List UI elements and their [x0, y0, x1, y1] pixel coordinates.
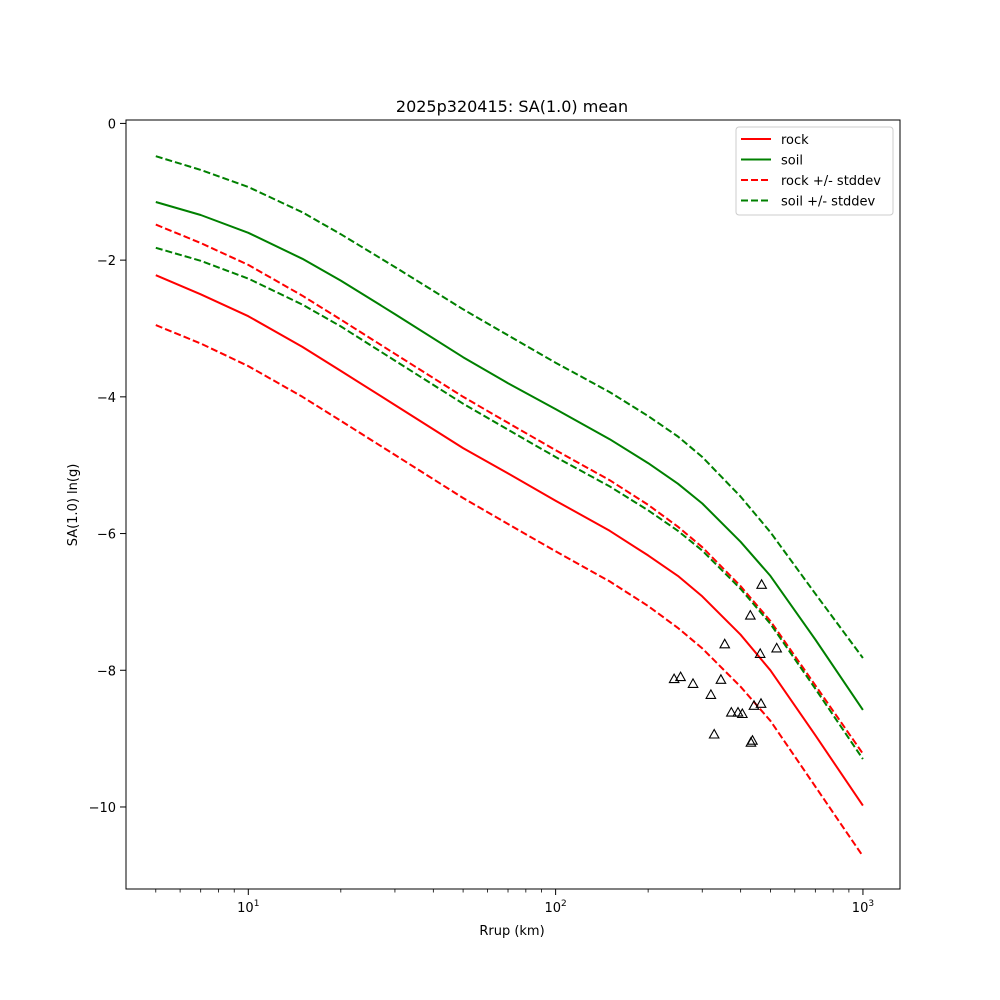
observation-marker-6 — [719, 638, 731, 649]
observation-marker-2 — [687, 677, 699, 688]
y-tick-label: −8 — [97, 664, 116, 679]
y-axis: 0 −2 −4 −6 −8 −10 — [89, 117, 126, 816]
y-tick-label: 0 — [108, 117, 116, 132]
legend-label: rock — [781, 133, 809, 148]
observation-marker-7 — [725, 706, 738, 717]
y-tick-label: −10 — [89, 801, 116, 816]
observation-marker-10 — [744, 609, 757, 620]
series-line-4 — [155, 155, 864, 659]
series-line-5 — [155, 246, 864, 760]
observation-marker-9 — [736, 707, 749, 719]
observation-marker-15 — [755, 697, 767, 708]
chart-title: 2025p320415: SA(1.0) mean — [396, 97, 628, 116]
plot-area — [155, 155, 864, 857]
y-tick-label: −4 — [97, 391, 116, 406]
observation-markers — [668, 578, 783, 747]
y-tick-label: −6 — [97, 528, 116, 543]
observation-marker-14 — [754, 647, 766, 658]
axes-frame — [125, 119, 901, 890]
observation-marker-3 — [705, 688, 717, 699]
legend-label: soil +/- stddev — [781, 195, 876, 210]
legend-label: soil — [781, 154, 803, 169]
observation-marker-4 — [708, 728, 720, 739]
series-line-0 — [155, 274, 864, 807]
series-line-3 — [155, 324, 864, 857]
observation-marker-1 — [674, 670, 687, 682]
y-axis-label: SA(1.0) ln(g) — [66, 464, 81, 547]
observation-marker-5 — [715, 673, 727, 684]
x-axis-label: Rrup (km) — [479, 924, 544, 939]
series-line-1 — [155, 201, 864, 711]
legend-label: rock +/- stddev — [781, 174, 881, 189]
observation-marker-17 — [770, 642, 783, 653]
observation-marker-12 — [746, 734, 759, 745]
observation-marker-16 — [755, 578, 768, 589]
legend: rock soil rock +/- stddev soil +/- stddev — [735, 126, 894, 216]
series-layer — [155, 155, 864, 857]
legend-box — [735, 126, 894, 216]
y-tick-label: −2 — [97, 254, 116, 269]
observation-marker-13 — [748, 699, 760, 710]
series-line-2 — [155, 223, 864, 755]
